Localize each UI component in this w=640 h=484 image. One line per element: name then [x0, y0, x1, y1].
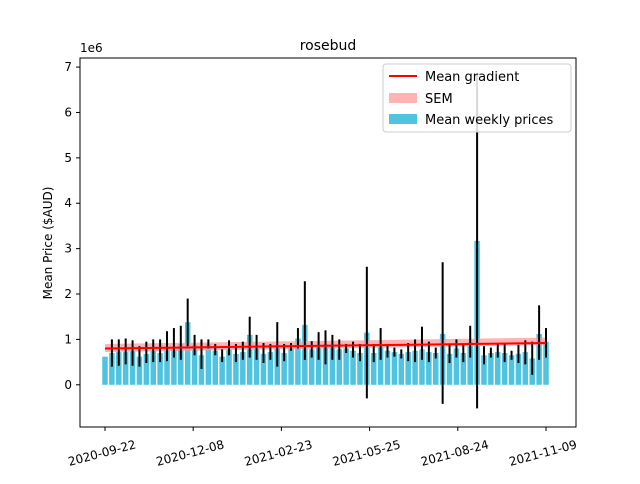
chart-title: rosebud — [300, 38, 357, 54]
bar — [488, 353, 494, 385]
bar — [543, 341, 549, 385]
plot-frame — [79, 57, 577, 428]
bar — [377, 346, 384, 385]
y-tick-label: 7 — [64, 60, 72, 74]
bar — [446, 353, 453, 385]
bar — [116, 352, 122, 385]
bar — [260, 353, 267, 385]
y-tick-label: 2 — [64, 287, 72, 301]
legend-box — [382, 63, 572, 133]
bar — [350, 350, 356, 385]
legend-swatch-sem — [389, 93, 417, 103]
bar — [102, 356, 108, 385]
bar — [288, 347, 294, 385]
bar — [522, 352, 529, 385]
bar — [405, 352, 411, 385]
x-tick-label: 2021-08-24 — [419, 437, 490, 469]
x-tick-label: 2021-05-25 — [331, 437, 402, 469]
bar — [432, 353, 439, 385]
y-tick-label: 5 — [64, 151, 72, 165]
plot-layer — [102, 73, 549, 409]
bar — [501, 353, 508, 385]
bar — [495, 352, 501, 385]
bar — [426, 352, 432, 385]
bar — [370, 353, 377, 385]
bar — [343, 348, 349, 385]
y-tick-label: 4 — [64, 196, 72, 210]
x-tick-label: 2021-11-09 — [507, 437, 578, 469]
bar — [109, 353, 115, 385]
bar — [150, 350, 156, 385]
bar — [267, 352, 274, 385]
y-tick-label: 1 — [64, 332, 72, 346]
bar — [315, 346, 322, 385]
bar — [178, 343, 184, 385]
bar — [467, 341, 473, 385]
bar — [240, 352, 246, 385]
mean-gradient-line — [104, 342, 547, 350]
y-tick-label: 0 — [64, 378, 72, 392]
bar — [171, 349, 177, 385]
y-tick-label: 3 — [64, 242, 72, 256]
bar — [295, 338, 301, 385]
bar — [412, 350, 418, 385]
bar — [515, 353, 522, 385]
bar — [136, 356, 143, 385]
bar — [246, 334, 253, 385]
bar — [205, 343, 212, 385]
legend: Mean gradient SEM Mean weekly prices — [382, 63, 572, 133]
bar — [336, 349, 343, 385]
bar — [164, 347, 170, 385]
bar — [219, 356, 225, 385]
y-axis-label: Mean Price ($AUD) — [41, 187, 55, 300]
legend-label: SEM — [425, 92, 453, 107]
bar — [329, 344, 336, 385]
bar — [191, 344, 198, 385]
bar — [233, 353, 239, 385]
bar — [398, 353, 405, 385]
bar — [212, 350, 219, 385]
bar — [226, 349, 232, 385]
legend-label: Mean weekly prices — [425, 113, 554, 128]
bar — [308, 349, 315, 385]
bar — [122, 352, 129, 385]
bar — [391, 352, 398, 385]
bar — [508, 355, 515, 385]
bar — [419, 349, 425, 385]
bar — [384, 350, 391, 385]
bar — [198, 355, 205, 385]
x-tick-label: 2021-02-23 — [243, 437, 314, 469]
bar — [184, 322, 191, 385]
bar — [481, 355, 487, 385]
bar — [460, 353, 467, 385]
legend-swatch-bars — [389, 114, 417, 124]
bar — [129, 351, 136, 385]
bar — [253, 348, 260, 385]
x-tick-label: 2020-09-22 — [66, 437, 137, 469]
bar — [143, 353, 150, 385]
bar — [157, 353, 163, 385]
bar — [453, 348, 460, 385]
x-tick-label: 2020-12-08 — [155, 437, 226, 469]
y-scale-label: 1e6 — [80, 41, 103, 55]
y-tick-label: 6 — [64, 105, 72, 119]
legend-label: Mean gradient — [425, 70, 519, 85]
bar — [357, 353, 363, 385]
bar — [281, 353, 287, 385]
